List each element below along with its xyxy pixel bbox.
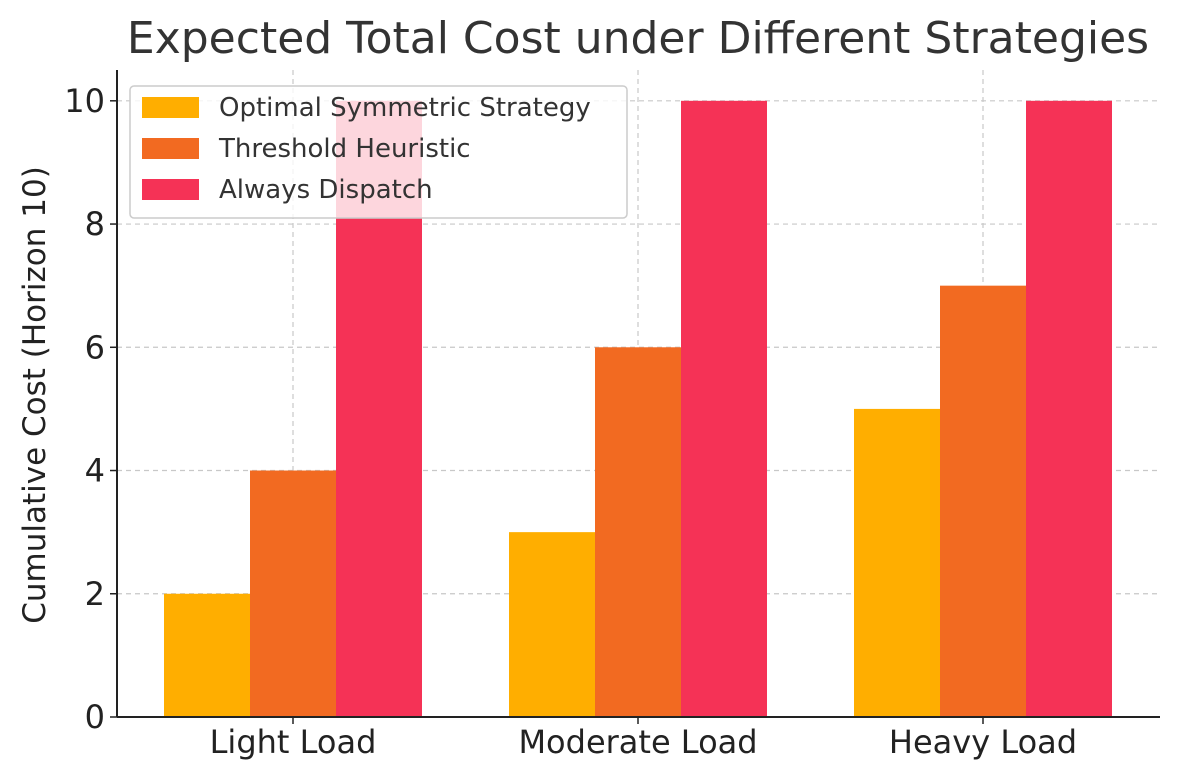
y-tick-label: 2 <box>85 575 105 613</box>
y-tick-label: 10 <box>64 82 105 120</box>
legend: Optimal Symmetric Strategy Threshold Heur… <box>129 85 628 219</box>
axis-layer: 0 2 4 6 8 10 Light Load Moderate Load Heavy Load <box>64 70 1160 761</box>
y-axis-label: Cumulative Cost (Horizon 10) <box>17 166 53 624</box>
legend-swatch <box>142 179 199 200</box>
legend-swatch <box>142 138 199 159</box>
x-tick-label: Light Load <box>210 723 377 761</box>
bar <box>854 408 940 717</box>
bar <box>940 285 1026 717</box>
bar-layer <box>164 100 1112 718</box>
bar <box>250 470 336 717</box>
bar <box>1026 100 1112 718</box>
bar <box>595 347 681 717</box>
legend-label: Always Dispatch <box>219 175 433 205</box>
bar <box>164 593 250 717</box>
y-tick-label: 8 <box>85 205 105 243</box>
chart-title: Expected Total Cost under Different Stra… <box>127 13 1149 64</box>
y-tick-label: 6 <box>85 328 105 366</box>
legend-label: Optimal Symmetric Strategy <box>219 93 591 123</box>
x-tick-label: Heavy Load <box>889 723 1077 761</box>
x-tick-label: Moderate Load <box>518 723 757 761</box>
y-tick-label: 4 <box>85 452 105 490</box>
legend-label: Threshold Heuristic <box>218 134 471 164</box>
legend-swatch <box>142 97 199 118</box>
y-tick-label: 0 <box>85 698 105 736</box>
legend-frame <box>129 85 628 219</box>
bar <box>509 532 595 717</box>
bar <box>681 100 767 718</box>
